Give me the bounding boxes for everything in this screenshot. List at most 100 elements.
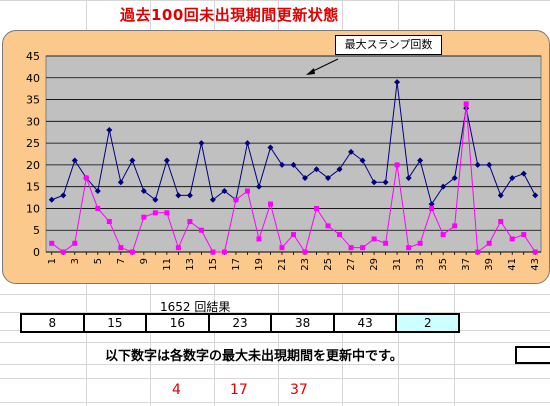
y-tick-label: 45 (26, 50, 40, 63)
grid-row-line (0, 0, 550, 1)
data-point (325, 174, 332, 181)
updated-number[interactable]: 4 (172, 382, 181, 398)
annotation-arrow-head (306, 68, 315, 75)
data-point (221, 188, 228, 195)
data-point (95, 205, 101, 211)
data-point (521, 232, 527, 238)
x-tick-label: 9 (139, 258, 150, 264)
data-point (486, 240, 492, 246)
data-point (452, 223, 458, 229)
data-point (60, 192, 67, 199)
y-tick-label: 30 (26, 115, 40, 128)
data-point (71, 157, 78, 164)
x-tick-label: 37 (461, 258, 472, 271)
data-point (371, 236, 377, 242)
data-point (336, 166, 343, 173)
data-point (117, 179, 124, 186)
data-point (140, 188, 147, 195)
data-point (532, 249, 538, 255)
data-point (256, 236, 262, 242)
data-point (451, 174, 458, 181)
data-point (83, 175, 89, 181)
data-point (440, 183, 447, 190)
data-point (359, 157, 366, 164)
grid-row-line (0, 402, 550, 403)
x-tick-label: 27 (346, 258, 357, 271)
x-tick-label: 25 (323, 258, 334, 271)
data-point (233, 197, 239, 203)
updated-number[interactable]: 17 (230, 382, 248, 398)
data-point (60, 249, 66, 255)
updated-number[interactable]: 37 (290, 382, 308, 398)
x-tick-label: 19 (254, 258, 265, 271)
grid-row-line (0, 312, 550, 313)
data-point (186, 192, 193, 199)
data-point (497, 192, 504, 199)
data-point (498, 219, 504, 225)
x-tick-label: 39 (484, 258, 495, 271)
data-point (520, 170, 527, 177)
y-tick-label: 35 (26, 94, 40, 107)
data-point (474, 161, 481, 168)
data-point (348, 148, 355, 155)
result-number-cell[interactable]: 38 (272, 315, 335, 331)
data-point (417, 240, 423, 246)
data-point (129, 249, 135, 255)
data-point (532, 192, 539, 199)
data-point (152, 196, 159, 203)
x-tick-label: 3 (70, 258, 81, 264)
data-point (440, 232, 446, 238)
data-point (164, 210, 170, 216)
data-point (106, 219, 112, 225)
y-tick-label: 15 (26, 181, 40, 194)
y-tick-label: 40 (26, 72, 40, 85)
x-tick-label: 29 (369, 258, 380, 271)
grid-row-line (0, 378, 550, 379)
data-point (394, 162, 400, 168)
note-text: 以下数字は各数字の最大未出現期間を更新中です。 (105, 349, 403, 364)
data-point (163, 157, 170, 164)
data-point (244, 140, 251, 147)
data-point (394, 79, 401, 86)
data-point (371, 179, 378, 186)
data-point (509, 236, 515, 242)
data-point (175, 192, 182, 199)
result-numbers-row: 8 15 16 23 38 43 2 (20, 313, 460, 333)
y-tick-label: 20 (26, 159, 40, 172)
result-number-cell[interactable]: 16 (147, 315, 210, 331)
data-point (267, 201, 273, 207)
data-point (49, 240, 55, 246)
chart-panel[interactable]: 0 5 10 15 20 25 30 35 40 45 1 3 5 7 9 11 13 15 17 19 21 23 25 2… (2, 30, 550, 284)
data-point (290, 161, 297, 168)
data-point (72, 240, 78, 246)
data-point (486, 161, 493, 168)
data-point (382, 179, 389, 186)
y-tick-label: 5 (33, 224, 40, 237)
data-point (129, 157, 136, 164)
x-tick-label: 23 (300, 258, 311, 271)
x-tick-label: 11 (162, 258, 173, 271)
data-point (314, 205, 320, 211)
x-tick-label: 1 (47, 258, 58, 264)
x-tick-label: 17 (231, 258, 242, 271)
bonus-number-cell[interactable]: 2 (397, 315, 459, 331)
x-tick-label: 31 (392, 258, 403, 271)
result-number-cell[interactable]: 15 (84, 315, 148, 331)
x-tick-label: 35 (438, 258, 449, 271)
data-point (198, 140, 205, 147)
x-tick-label: 13 (185, 258, 196, 271)
chart-annotation[interactable]: 最大スランプ回数 (335, 35, 442, 55)
data-point (152, 210, 158, 216)
result-number-cell[interactable]: 23 (209, 315, 273, 331)
data-point (267, 144, 274, 151)
data-point (198, 227, 204, 233)
side-cell-box[interactable] (515, 346, 550, 364)
y-tick-label: 0 (33, 246, 40, 259)
grid-row-line (0, 342, 550, 343)
result-caption: 1652 回結果 (160, 300, 231, 314)
result-number-cell[interactable]: 8 (22, 315, 85, 331)
plot-area (45, 55, 542, 253)
result-number-cell[interactable]: 43 (334, 315, 398, 331)
data-point (94, 188, 101, 195)
